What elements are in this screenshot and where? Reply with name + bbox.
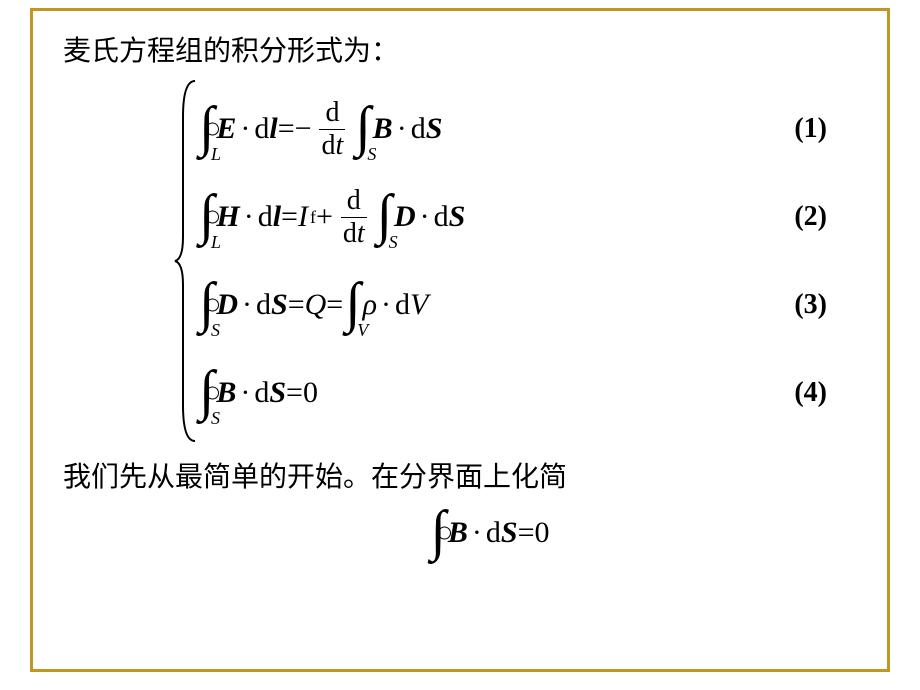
- oint-icon: ∫ S: [199, 281, 214, 329]
- integral-icon: ∫ S: [355, 105, 370, 153]
- eq-number-1: (1): [794, 113, 827, 145]
- equation-list: ∫ L E · d l = − d dt: [199, 77, 465, 445]
- eq-number-3: (3): [794, 289, 827, 321]
- slide-content: 麦氏方程组的积分形式为： ∫ L E · d: [33, 11, 887, 577]
- integral-icon: ∫ V: [345, 281, 360, 329]
- equation-3: ∫ S D · d S = Q = ∫ V: [199, 261, 465, 349]
- footer-text: 我们先从最简单的开始。在分界面上化简: [63, 455, 867, 495]
- oint-icon: ∫ L: [199, 105, 214, 153]
- oint-icon: ∫: [431, 509, 446, 557]
- fraction: d dt: [337, 185, 371, 250]
- equation-group: ∫ L E · d l = − d dt: [173, 77, 867, 445]
- equation-4: ∫ S B · d S = 0 (4): [199, 349, 465, 437]
- vector-E: E: [216, 112, 236, 146]
- left-brace: [173, 77, 199, 445]
- equation-1: ∫ L E · d l = − d dt: [199, 85, 465, 173]
- oint-icon: ∫ L: [199, 193, 214, 241]
- equation-2: ∫ L H · d l = If + d dt: [199, 173, 465, 261]
- heading-text: 麦氏方程组的积分形式为：: [63, 29, 867, 69]
- eq-number-2: (2): [794, 201, 827, 233]
- fraction: d dt: [316, 97, 350, 162]
- slide-frame: 麦氏方程组的积分形式为： ∫ L E · d: [30, 8, 890, 672]
- integral-icon: ∫ S: [377, 193, 392, 241]
- oint-icon: ∫ S: [199, 369, 214, 417]
- last-equation: ∫ B · d S = 0: [63, 509, 867, 557]
- eq-number-4: (4): [794, 377, 827, 409]
